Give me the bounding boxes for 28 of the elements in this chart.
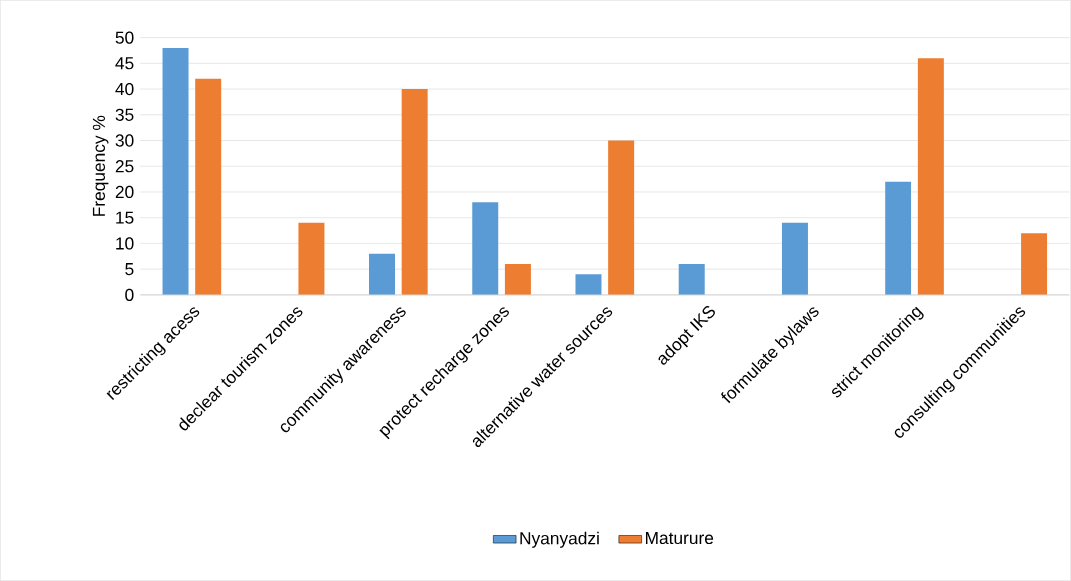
bar (369, 253, 396, 295)
bar (472, 202, 499, 295)
bar (504, 263, 531, 295)
legend-label: Maturure (645, 531, 714, 545)
bar (401, 89, 428, 295)
y-tick-label: 0 (125, 288, 134, 301)
y-tick-label: 30 (115, 134, 134, 147)
bar (885, 181, 912, 295)
y-tick-label: 25 (115, 160, 134, 173)
bar (917, 58, 944, 295)
bar (781, 222, 808, 295)
y-tick-label: 45 (115, 57, 134, 70)
bar (195, 78, 222, 295)
y-tick-label: 40 (115, 82, 134, 96)
bar (1021, 233, 1048, 295)
bar (678, 263, 705, 295)
bar (162, 47, 189, 295)
bar (608, 140, 635, 295)
y-tick-label: 10 (116, 237, 134, 250)
bar (298, 222, 325, 295)
y-tick-label: 35 (115, 108, 134, 121)
bar (575, 274, 602, 295)
legend-label: Nyanyadzi (520, 531, 599, 548)
y-tick-label: 20 (115, 185, 134, 199)
y-axis-title: Frequency % (92, 115, 109, 216)
y-tick-label: 5 (125, 263, 134, 276)
y-tick-label: 15 (116, 211, 134, 224)
y-tick-label: 50 (115, 31, 134, 44)
